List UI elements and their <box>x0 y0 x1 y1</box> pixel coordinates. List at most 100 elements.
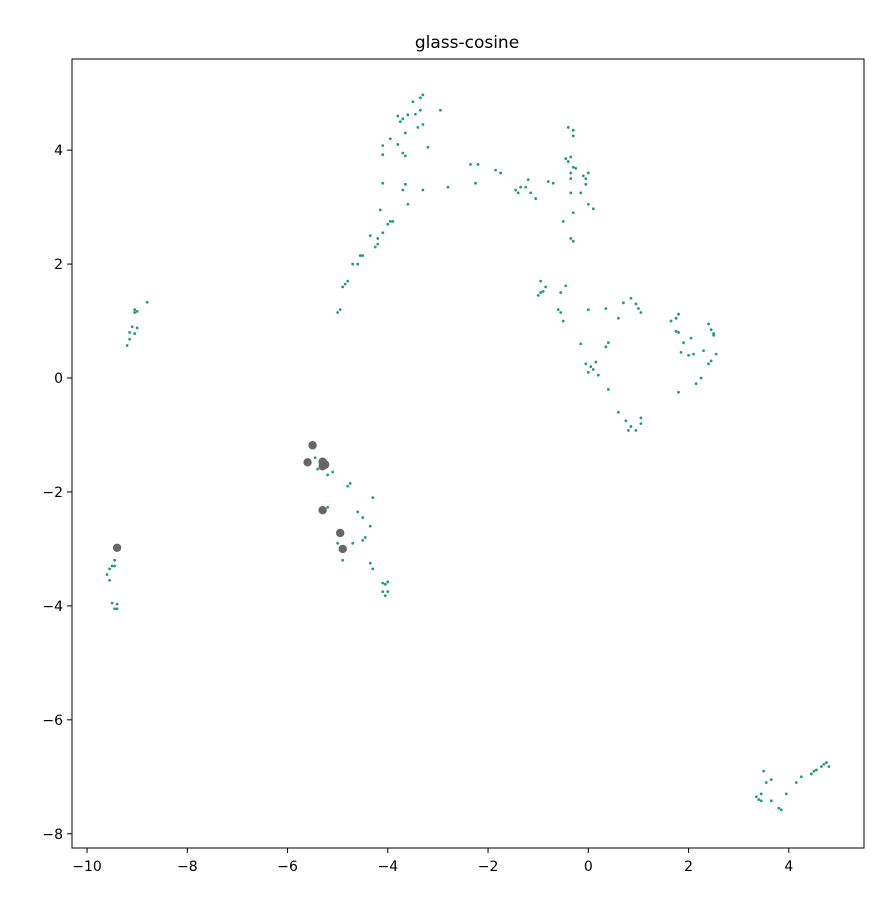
data-point-s0-171 <box>677 390 680 394</box>
y-tick-label: −4 <box>42 599 63 615</box>
data-point-s0-14 <box>113 564 117 568</box>
data-point-s0-109 <box>566 160 570 163</box>
data-point-s0-20 <box>313 456 317 460</box>
data-point-s0-41 <box>383 582 387 586</box>
data-point-s0-134 <box>559 311 563 314</box>
data-point-s0-4 <box>130 325 134 329</box>
data-point-s0-32 <box>363 536 367 539</box>
data-point-s0-194 <box>799 775 803 779</box>
data-point-s0-64 <box>381 181 385 185</box>
data-point-s0-107 <box>564 157 568 161</box>
data-point-s0-168 <box>692 352 695 356</box>
data-point-s0-128 <box>539 291 543 294</box>
data-point-s0-137 <box>604 307 608 310</box>
data-point-s0-42 <box>386 580 390 584</box>
data-point-s0-182 <box>754 795 758 799</box>
data-point-s0-200 <box>825 761 828 764</box>
data-point-s0-79 <box>421 93 425 97</box>
data-point-s0-30 <box>371 496 375 500</box>
data-point-s0-53 <box>358 254 362 257</box>
data-point-s0-140 <box>629 296 633 300</box>
data-point-s0-184 <box>759 799 763 803</box>
data-point-s0-133 <box>556 308 560 312</box>
data-point-s0-19 <box>115 607 119 611</box>
data-point-s0-50 <box>346 279 350 283</box>
data-point-s0-192 <box>784 792 788 796</box>
data-point-s0-126 <box>539 279 543 283</box>
data-point-s0-26 <box>348 482 352 485</box>
data-point-s0-33 <box>361 538 365 542</box>
y-tick-label: −6 <box>42 713 63 729</box>
data-point-s0-183 <box>757 798 761 801</box>
data-point-s0-105 <box>571 128 575 132</box>
data-point-s0-162 <box>674 316 678 320</box>
x-tick-label: −4 <box>377 859 398 875</box>
data-point-s0-6 <box>128 331 132 334</box>
data-point-s0-16 <box>110 601 114 605</box>
data-point-s0-119 <box>569 191 573 195</box>
data-point-s0-61 <box>388 219 392 223</box>
data-point-s0-48 <box>341 285 345 289</box>
data-point-s0-52 <box>356 262 360 266</box>
data-point-s0-164 <box>674 329 678 333</box>
chart-title: glass-cosine <box>415 33 519 53</box>
data-point-s0-93 <box>494 168 497 172</box>
data-point-s0-123 <box>571 211 575 215</box>
data-point-s0-147 <box>584 362 588 366</box>
data-point-s0-91 <box>476 162 480 166</box>
data-point-s0-174 <box>702 349 705 353</box>
data-point-s1-7 <box>338 544 347 554</box>
data-point-s0-56 <box>373 245 377 249</box>
data-point-s0-29 <box>361 516 365 519</box>
data-point-s0-161 <box>669 319 673 323</box>
data-point-s0-165 <box>677 331 680 334</box>
data-point-s0-38 <box>368 561 372 565</box>
data-point-s0-13 <box>113 558 117 562</box>
data-point-s0-28 <box>356 510 360 514</box>
x-tick-label: 0 <box>584 859 593 875</box>
data-point-s0-145 <box>604 345 608 349</box>
data-point-s0-110 <box>569 171 573 175</box>
data-point-s0-37 <box>336 541 340 545</box>
data-point-s1-4 <box>318 462 327 471</box>
data-point-s0-11 <box>108 578 111 582</box>
data-point-s0-82 <box>421 123 425 126</box>
data-point-s0-68 <box>396 114 400 118</box>
data-point-s0-176 <box>709 328 713 331</box>
data-point-s0-169 <box>687 353 690 357</box>
data-point-s0-62 <box>391 219 395 223</box>
data-point-s0-78 <box>418 96 422 100</box>
data-point-s0-100 <box>529 191 533 195</box>
x-tick-label: −6 <box>277 859 298 875</box>
data-point-s0-49 <box>343 282 347 286</box>
data-point-s0-139 <box>621 301 625 305</box>
data-point-s0-151 <box>594 360 598 364</box>
data-point-s0-180 <box>709 359 713 363</box>
data-point-s0-160 <box>639 416 643 420</box>
data-point-s0-2 <box>135 309 139 313</box>
y-tick-label: 0 <box>54 371 63 387</box>
data-point-s0-188 <box>769 778 773 782</box>
data-point-s0-65 <box>381 153 385 157</box>
data-point-s1-8 <box>112 543 122 552</box>
data-point-s0-31 <box>368 524 372 528</box>
data-point-s0-170 <box>679 350 683 354</box>
data-point-s0-172 <box>694 382 698 386</box>
data-point-s0-125 <box>571 239 575 243</box>
data-point-s0-44 <box>383 594 387 598</box>
data-point-s0-12 <box>110 564 114 568</box>
data-point-s0-97 <box>516 191 520 195</box>
data-point-s0-45 <box>386 590 390 594</box>
data-point-s0-69 <box>401 117 405 121</box>
data-point-s0-108 <box>569 155 573 159</box>
data-point-s0-120 <box>586 202 590 206</box>
data-point-s0-112 <box>574 166 578 170</box>
data-point-s0-163 <box>677 312 680 316</box>
data-point-s0-9 <box>125 344 129 347</box>
data-point-s0-117 <box>584 182 588 186</box>
data-point-s0-129 <box>536 294 540 297</box>
data-point-s0-94 <box>499 171 502 175</box>
data-point-s1-5 <box>318 505 327 515</box>
data-point-s0-116 <box>586 171 590 175</box>
data-point-s0-156 <box>627 429 630 432</box>
